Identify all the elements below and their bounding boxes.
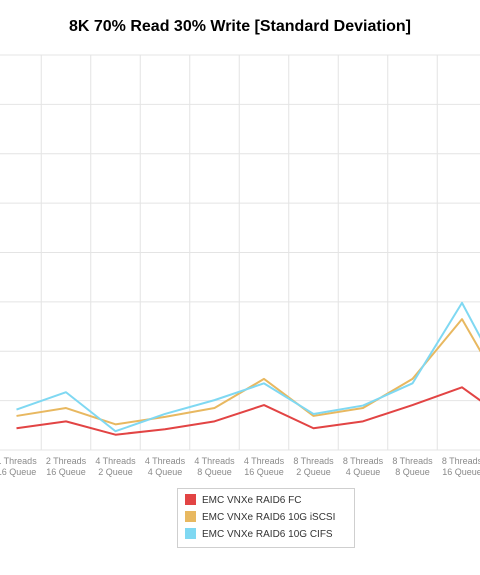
series-layer [16, 301, 480, 436]
series-line-fc [16, 386, 480, 436]
legend-swatch-fc [185, 494, 196, 505]
legend: EMC VNXe RAID6 FC EMC VNXe RAID6 10G iSC… [177, 488, 355, 548]
x-tick-label: 1 Threads 16 Queue [0, 456, 37, 477]
x-tick-label: 4 Threads 2 Queue [95, 456, 136, 477]
legend-swatch-cifs [185, 528, 196, 539]
legend-label-cifs: EMC VNXe RAID6 10G CIFS [202, 529, 333, 540]
legend-label-fc: EMC VNXe RAID6 FC [202, 495, 302, 506]
legend-item-cifs: EMC VNXe RAID6 10G CIFS [185, 528, 333, 542]
x-tick-labels: 1 Threads 16 Queue 2 Threads 16 Queue 4 Thre… [0, 456, 480, 477]
chart-title: 8K 70% Read 30% Write [Standard Deviatio… [68, 18, 412, 35]
series-line-cifs [16, 301, 480, 433]
legend-item-iscsi: EMC VNXe RAID6 10G iSCSI [185, 511, 335, 525]
legend-swatch-iscsi [185, 511, 196, 522]
x-tick-label: 4 Threads 8 Queue [194, 456, 235, 477]
legend-label-iscsi: EMC VNXe RAID6 10G iSCSI [202, 512, 336, 523]
x-tick-label: 2 Threads 16 Queue [46, 456, 87, 477]
x-tick-label: 8 Threads 4 Queue [343, 456, 384, 477]
x-tick-label: 4 Threads 16 Queue [244, 456, 285, 477]
legend-item-fc: EMC VNXe RAID6 FC [185, 494, 301, 508]
x-tick-label: 8 Threads 16 Queue [442, 456, 480, 477]
x-tick-label: 8 Threads 2 Queue [293, 456, 334, 477]
x-tick-label: 8 Threads 8 Queue [392, 456, 433, 477]
grid-layer [0, 54, 480, 451]
x-tick-label: 4 Threads 4 Queue [145, 456, 186, 477]
